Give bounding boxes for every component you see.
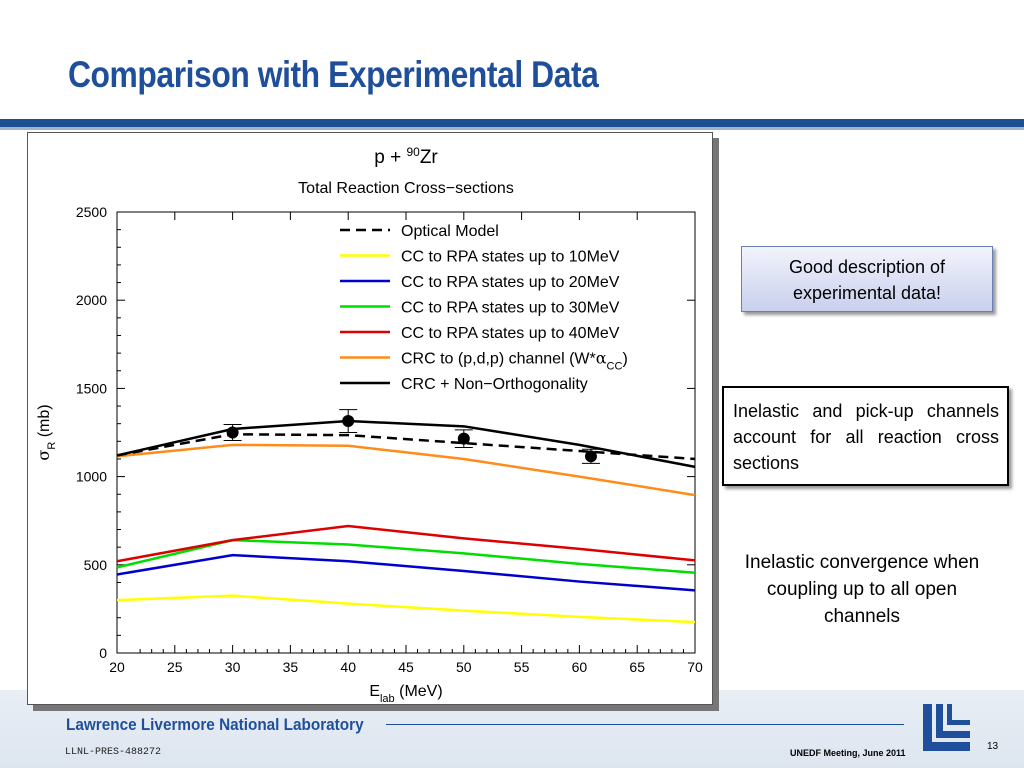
chart-legend: Optical Model CC to RPA states up to 10Me… [340, 223, 628, 393]
legend-label-part: ) [622, 351, 627, 368]
llnl-logo-icon [923, 704, 970, 751]
header-rule [0, 119, 1024, 127]
x-tick-label: 20 [109, 659, 125, 675]
footer-rule [386, 724, 904, 725]
x-tick-label: 70 [687, 659, 703, 675]
convergence-note: Inelastic convergence when coupling up t… [744, 552, 980, 627]
legend-label-symbol: α [596, 349, 607, 368]
legend-label: CRC + Non−Orthogonality [401, 376, 588, 393]
experimental-points-layer [223, 409, 600, 464]
cross-section-chart: p + 90Zr Total Reaction Cross−sections 2… [34, 145, 703, 704]
experimental-point [342, 415, 355, 428]
x-tick-label: 55 [514, 659, 530, 675]
y-tick-label: 0 [99, 645, 107, 661]
series-line-6 [116, 419, 696, 469]
x-tick-label: 50 [456, 659, 472, 675]
y-axis-label: σR (mb) [34, 404, 58, 460]
series-line-5 [116, 443, 696, 497]
footer-lab-name: Lawrence Livermore National Laboratory [66, 715, 364, 734]
chart-title: p + 90Zr [374, 145, 438, 168]
inelastic-channels-callout: Inelastic and pick-up channels account f… [722, 386, 1009, 486]
legend-label: CRC to (p,d,p) channel (W*αCC) [401, 349, 628, 373]
experimental-point [584, 450, 597, 463]
series-line-4 [116, 524, 696, 563]
slide-title: Comparison with Experimental Data [68, 54, 599, 95]
legend-label: CC to RPA states up to 40MeV [401, 325, 620, 342]
legend-label: Optical Model [401, 223, 499, 240]
y-tick-label: 1000 [76, 469, 107, 485]
experimental-point [226, 426, 239, 439]
page-number: 13 [987, 741, 999, 752]
y-tick-label: 500 [84, 557, 108, 573]
y-tick-label: 2000 [76, 292, 107, 308]
y-tick-label: 1500 [76, 380, 107, 396]
header-rule-light [0, 127, 1024, 130]
footer-meeting: UNEDF Meeting, June 2011 [790, 748, 906, 758]
legend-label: CC to RPA states up to 10MeV [401, 249, 620, 266]
x-tick-label: 25 [167, 659, 183, 675]
series-line-2 [116, 553, 696, 592]
series-line-1 [116, 594, 696, 624]
chart-axes: 20 25 30 35 40 45 50 55 60 65 70 0 500 1000 1500 2000 25… [76, 204, 703, 675]
y-tick-label: 2500 [76, 204, 107, 220]
x-tick-label: 45 [398, 659, 414, 675]
x-tick-label: 30 [225, 659, 241, 675]
legend-label-subscript: CC [607, 361, 623, 373]
x-tick-label: 40 [340, 659, 356, 675]
chart-frame: p + 90Zr Total Reaction Cross−sections 2… [27, 132, 713, 705]
legend-label: CC to RPA states up to 20MeV [401, 274, 620, 291]
x-axis-label: Elab (MeV) [369, 683, 442, 704]
legend-label-part: CRC to (p,d,p) channel (W* [401, 351, 596, 368]
x-tick-label: 35 [283, 659, 299, 675]
experimental-point [457, 432, 470, 445]
chart-subtitle: Total Reaction Cross−sections [298, 180, 514, 197]
x-tick-label: 65 [629, 659, 645, 675]
x-tick-label: 60 [572, 659, 588, 675]
good-description-callout: Good description of experimental data! [741, 246, 993, 312]
chart-series-layer [116, 419, 696, 624]
series-line-0 [116, 433, 696, 461]
footer-pres-number: LLNL-PRES-488272 [65, 747, 162, 758]
legend-label: CC to RPA states up to 30MeV [401, 300, 620, 317]
